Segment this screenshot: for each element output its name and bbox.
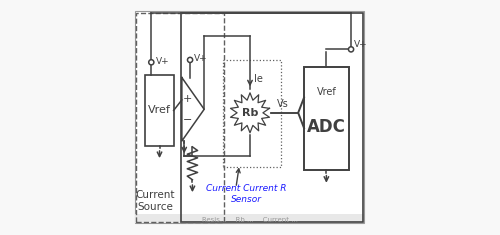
Text: Vs: Vs [277, 99, 289, 109]
Text: Ie: Ie [254, 74, 262, 84]
Bar [136, 13, 224, 222]
Circle shape [148, 60, 154, 65]
Text: Rb: Rb [242, 108, 258, 118]
Text: Current
Source: Current Source [135, 190, 174, 212]
Text: V+: V+ [156, 57, 169, 66]
Text: Current Current R
Sensor: Current Current R Sensor [206, 184, 286, 204]
Circle shape [188, 57, 192, 63]
Text: Vref: Vref [148, 106, 171, 115]
Bar [223, 60, 280, 167]
Text: Vref: Vref [316, 87, 336, 97]
Text: V+: V+ [354, 39, 368, 49]
Circle shape [348, 47, 354, 52]
Text: +: + [183, 94, 192, 104]
Text: Resis...    Rb ...    Current ...: Resis... Rb ... Current ... [202, 217, 298, 223]
Bar [304, 67, 348, 170]
Bar [135, 214, 364, 223]
Text: V+: V+ [194, 54, 208, 63]
Text: ADC: ADC [307, 118, 346, 136]
Bar [180, 13, 363, 222]
Text: −: − [183, 115, 192, 125]
Bar [146, 75, 174, 146]
